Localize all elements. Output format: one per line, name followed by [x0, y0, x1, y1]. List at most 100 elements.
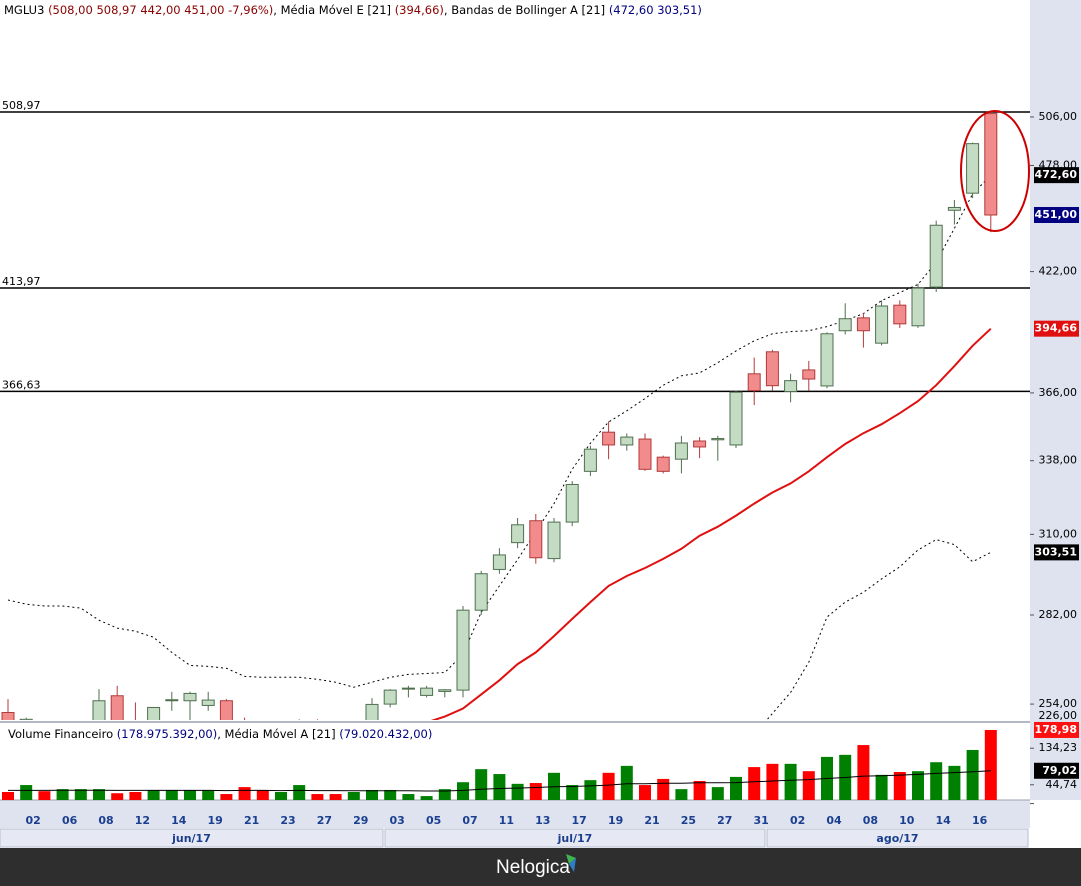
x-tick-label: 19 — [608, 814, 623, 827]
candle-body — [674, 442, 688, 460]
volume-bar — [875, 774, 888, 800]
value-marker — [1034, 544, 1079, 561]
volume-bar — [784, 763, 797, 800]
footer-brand: Nelogica — [496, 857, 570, 878]
volume-bar — [129, 792, 142, 800]
value-marker-label: 451,00 — [1035, 208, 1078, 221]
candle-body — [456, 609, 470, 691]
volume-bar — [966, 749, 979, 800]
right-axis-panel — [1030, 0, 1081, 800]
volume-bar — [566, 785, 579, 800]
candle-body — [947, 206, 961, 211]
month-band — [0, 828, 384, 848]
y-tick-label: 282,00 — [1039, 608, 1078, 621]
volume-bar — [347, 792, 360, 800]
candle-body — [784, 380, 798, 392]
x-tick-label: 27 — [717, 814, 732, 827]
volume-bar — [948, 765, 961, 800]
volume-bar — [857, 745, 870, 800]
volume-plot — [2, 729, 997, 800]
x-tick-label: 11 — [499, 814, 514, 827]
volume-bar — [93, 789, 105, 800]
candle-body — [638, 438, 652, 470]
volume-bar — [620, 765, 633, 800]
volume-bar — [748, 767, 761, 800]
candle-body — [929, 224, 943, 288]
volume-bar — [420, 796, 433, 800]
title-part: (472,60 303,51) — [609, 3, 702, 17]
value-marker-label: 79,02 — [1042, 764, 1077, 777]
x-tick-label: 21 — [644, 814, 659, 827]
volume-bar — [766, 763, 779, 800]
x-tick-label: 14 — [936, 814, 952, 827]
footer-bar — [0, 848, 1081, 886]
volume-bar — [220, 794, 233, 800]
x-tick-label: 16 — [972, 814, 988, 827]
x-tick-label: 25 — [681, 814, 696, 827]
volume-bar — [402, 794, 415, 800]
volume-bar — [147, 789, 160, 800]
volume-bar — [293, 785, 306, 800]
indicator-line — [7, 174, 992, 688]
candle-body — [183, 692, 197, 702]
value-marker-label: 472,60 — [1035, 168, 1078, 181]
volume-bar — [366, 789, 378, 800]
volume-bar — [912, 771, 924, 800]
volume-bar — [602, 772, 615, 800]
candle-body — [1, 712, 15, 720]
candle-body — [620, 436, 634, 446]
volume-bar — [20, 785, 33, 800]
candle-body — [529, 520, 543, 559]
candle-body — [92, 700, 106, 720]
candle-body — [565, 483, 579, 523]
title-part: , Média Móvel E [21] — [273, 3, 394, 17]
y-tick-label: 506,00 — [1039, 110, 1078, 123]
volume-bar — [74, 789, 87, 800]
volume-bar — [493, 774, 506, 800]
x-tick-label: 06 — [62, 814, 78, 827]
title-part: , Bandas de Bollinger A [21] — [444, 3, 609, 17]
month-label: ago/17 — [876, 832, 918, 845]
candle-body — [201, 699, 215, 706]
volume-bar — [165, 789, 178, 800]
horizontal-line-label: 508,97 — [2, 99, 41, 112]
highlight-circle — [960, 110, 1030, 232]
x-tick-label: 27 — [317, 814, 332, 827]
month-band — [384, 828, 766, 848]
y-tick-label: 338,00 — [1039, 454, 1078, 467]
x-tick-label: 12 — [135, 814, 150, 827]
volume-bar — [56, 789, 69, 800]
volume-title-part: (178.975.392,00) — [117, 727, 217, 741]
volume-bar — [802, 771, 815, 800]
x-tick-label: 08 — [863, 814, 878, 827]
value-marker-label: 394,66 — [1035, 322, 1078, 335]
candle-body — [219, 700, 233, 720]
candle-body — [765, 351, 779, 387]
y-tick-label: 254,00 — [1039, 697, 1078, 710]
candle-body — [656, 456, 670, 472]
date-axis — [0, 800, 1030, 828]
volume-bar — [984, 729, 997, 800]
chart-title: MGLU3 (508,00 508,97 442,00 451,00 -7,96… — [4, 3, 702, 17]
y-tick-label: 310,00 — [1039, 527, 1078, 540]
candle-body — [893, 304, 907, 325]
candle-body — [583, 448, 597, 472]
volume-bar — [238, 787, 251, 800]
x-tick-label: 23 — [280, 814, 295, 827]
x-tick-label: 10 — [899, 814, 915, 827]
x-tick-label: 02 — [790, 814, 805, 827]
x-tick-label: 17 — [572, 814, 587, 827]
value-marker — [1034, 206, 1079, 223]
candle-body — [365, 703, 379, 720]
volume-bar — [657, 778, 670, 800]
volume-title: Volume Financeiro (178.975.392,00), Médi… — [8, 727, 432, 741]
x-tick-label: 04 — [826, 814, 842, 827]
volume-tick-label: 44,74 — [1046, 778, 1078, 791]
volume-bar — [384, 789, 397, 800]
value-marker — [1034, 320, 1079, 337]
horizontal-line-label: 413,97 — [2, 275, 41, 288]
month-band — [766, 828, 1029, 848]
candle-body — [383, 689, 397, 705]
volume-bar — [584, 780, 597, 800]
